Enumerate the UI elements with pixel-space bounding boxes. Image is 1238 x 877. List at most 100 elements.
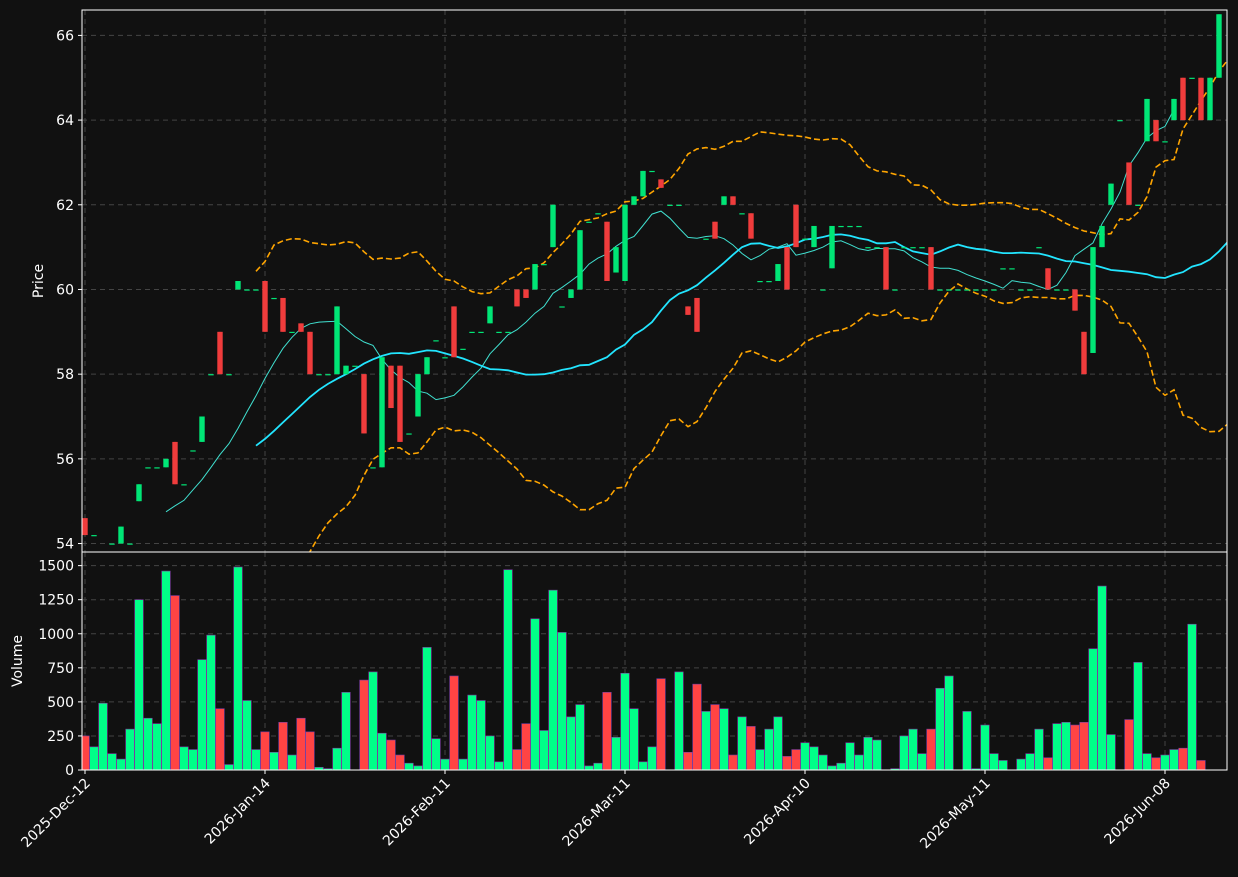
candle-body — [955, 289, 961, 291]
candle-body — [1018, 289, 1024, 291]
volume-bar — [998, 760, 1008, 770]
volume-ytick-label: 1250 — [38, 593, 74, 609]
candle-body — [694, 297, 700, 332]
volume-bar — [620, 672, 630, 770]
volume-bar — [683, 751, 693, 770]
volume-bar — [935, 687, 945, 770]
volume-bar — [656, 678, 666, 770]
volume-bar — [395, 754, 405, 770]
volume-bar — [746, 726, 756, 770]
candle-body — [91, 535, 97, 537]
candle-body — [1144, 98, 1150, 142]
candle-body — [631, 196, 637, 205]
volume-bar — [278, 722, 288, 770]
candle-body — [541, 264, 547, 266]
volume-bar — [422, 647, 432, 770]
volume-bar — [773, 716, 783, 770]
candle-body — [388, 365, 394, 409]
candle-body — [244, 289, 250, 291]
volume-bar — [368, 671, 378, 770]
candle-body — [271, 297, 277, 300]
candle-body — [1180, 77, 1186, 121]
volume-bar — [557, 632, 567, 770]
candle-body — [1135, 204, 1141, 206]
candle-body — [604, 221, 610, 281]
volume-bar — [1043, 757, 1053, 770]
volume-ytick-label: 750 — [47, 661, 74, 677]
volume-bar — [530, 618, 540, 770]
volume-bar — [314, 766, 324, 770]
candle-body — [802, 238, 808, 240]
volume-bar — [332, 747, 342, 770]
candle-body — [1153, 120, 1159, 142]
candle-body — [721, 196, 727, 205]
volume-bar — [269, 751, 279, 770]
volume-bar — [323, 768, 333, 770]
candle-body — [370, 467, 376, 469]
candle-body — [577, 230, 583, 290]
candle-body — [1099, 225, 1105, 248]
volume-bar — [1070, 724, 1080, 770]
volume-bar — [152, 723, 162, 770]
candle-body — [136, 484, 142, 502]
candle-body — [145, 467, 151, 469]
candle-body — [1045, 268, 1051, 290]
candle-body — [199, 416, 205, 442]
volume-bar — [854, 754, 864, 770]
volume-bar — [755, 749, 765, 770]
candle-body — [676, 204, 682, 206]
volume-bar — [962, 711, 972, 770]
volume-bar — [116, 758, 126, 770]
volume-bar — [305, 731, 315, 770]
candle-body — [892, 289, 898, 291]
volume-bar — [449, 675, 459, 770]
candle-body — [856, 225, 862, 228]
volume-bar — [980, 724, 990, 770]
volume-bar — [170, 595, 180, 770]
candle-body — [415, 374, 421, 417]
price-ytick-label: 58 — [56, 367, 74, 383]
volume-bar — [638, 761, 648, 770]
volume-bar — [251, 749, 261, 770]
candle-body — [217, 331, 223, 375]
volume-bar — [818, 754, 828, 770]
volume-bar — [125, 728, 135, 770]
volume-bar — [899, 735, 909, 770]
candle-body — [1189, 77, 1195, 79]
volume-bar — [458, 758, 468, 770]
candle-body — [595, 213, 601, 215]
candle-body — [1171, 98, 1177, 121]
candle-body — [820, 289, 826, 291]
candle-body — [1000, 268, 1006, 270]
sma-slow-line — [255, 233, 1227, 447]
price-ytick-label: 56 — [56, 452, 74, 468]
volume-bar — [1187, 623, 1197, 770]
candle-body — [712, 221, 718, 239]
volume-bar — [1016, 758, 1026, 770]
candle-body — [1036, 247, 1042, 249]
candle-body — [649, 170, 655, 173]
candle-body — [910, 247, 916, 249]
candle-body — [784, 247, 790, 290]
volume-bar — [143, 717, 153, 770]
candle-body — [865, 247, 871, 249]
candle-body — [505, 331, 511, 334]
candle-body — [829, 225, 835, 269]
candle-body — [118, 526, 124, 544]
volume-bar — [260, 731, 270, 770]
candle-body — [208, 374, 214, 376]
volume-bar — [548, 589, 558, 770]
volume-bar — [647, 746, 657, 770]
volume-bar — [242, 700, 252, 770]
lower-band-line — [308, 283, 1227, 552]
candle-body — [1162, 141, 1168, 143]
candle-body — [127, 543, 133, 545]
volume-bar — [539, 730, 549, 770]
volume-bar — [827, 765, 837, 770]
volume-bar — [404, 762, 414, 770]
volume-bar — [611, 736, 621, 770]
volume-bar — [692, 683, 702, 770]
volume-bar — [602, 692, 612, 770]
candle-body — [946, 289, 952, 291]
